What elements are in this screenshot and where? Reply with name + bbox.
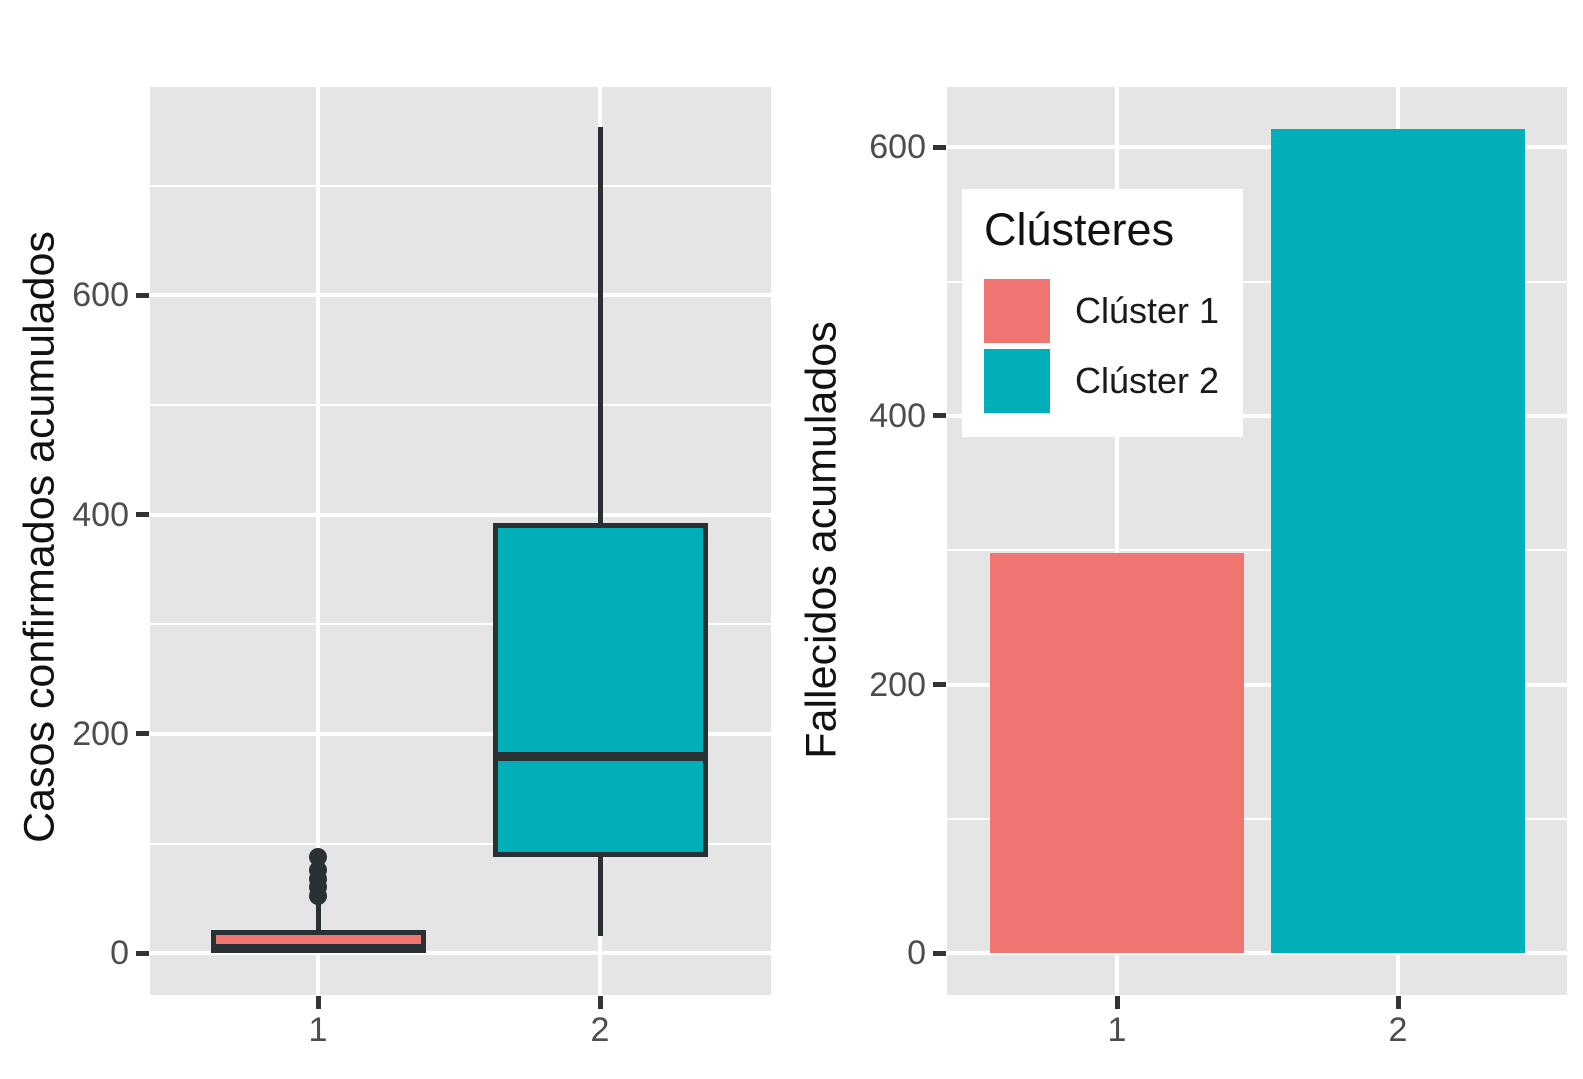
right-plot-panel [947, 87, 1567, 995]
gridline-minor [150, 403, 771, 406]
gridline-vertical [1115, 87, 1119, 995]
y-axis-tick-label: 600 [869, 128, 926, 167]
gridline-minor [947, 549, 1567, 552]
y-axis-tick-label: 400 [72, 495, 129, 534]
y-axis-tick-label: 600 [72, 276, 129, 315]
y-axis-tick-mark [933, 144, 946, 150]
x-axis-tick-mark [315, 996, 321, 1009]
gridline-minor [947, 280, 1567, 283]
boxplot-box-cluster-2 [492, 523, 708, 857]
left-plot-panel [150, 87, 771, 995]
legend: Clústeres Clúster 1 Clúster 2 [962, 189, 1243, 437]
x-axis-tick-mark [1114, 996, 1120, 1009]
gridline-major [150, 512, 771, 517]
boxplot-median-line [492, 752, 708, 762]
gridline-major [150, 293, 771, 298]
gridline-major [150, 951, 771, 956]
x-axis-tick-label: 2 [1388, 1011, 1408, 1049]
gridline-minor [150, 842, 771, 845]
y-axis-tick-label: 200 [72, 714, 129, 753]
y-axis-tick-label: 400 [869, 396, 926, 435]
gridline-minor [150, 184, 771, 187]
boxplot-median-line [210, 944, 426, 954]
gridline-major [150, 731, 771, 736]
legend-item-cluster-2: Clúster 2 [984, 349, 1243, 413]
y-axis-tick-mark [933, 950, 946, 956]
outlier-dot [309, 847, 327, 866]
legend-swatch-cluster-1 [984, 279, 1050, 343]
gridline-major [947, 951, 1567, 956]
y-axis-tick-mark [136, 731, 149, 737]
legend-label-cluster-2: Clúster 2 [1075, 360, 1220, 401]
gridline-vertical [316, 87, 320, 995]
gridline-minor [150, 623, 771, 626]
outlier-dot [309, 860, 327, 879]
gridline-major [947, 682, 1567, 687]
gridline-minor [947, 817, 1567, 820]
legend-swatch-cluster-2 [984, 349, 1050, 413]
y-axis-tick-label: 0 [907, 934, 926, 973]
bar-cluster-2 [1271, 128, 1525, 954]
x-axis-tick-label: 1 [1107, 1011, 1127, 1049]
boxplot-whisker-lower [597, 856, 603, 936]
legend-title: Clústeres [984, 204, 1175, 255]
legend-item-cluster-1: Clúster 1 [984, 279, 1243, 343]
boxplot-whisker-upper [315, 902, 321, 931]
gridline-major [947, 413, 1567, 418]
x-axis-tick-label: 1 [308, 1011, 328, 1049]
x-axis-tick-mark [1395, 996, 1401, 1009]
boxplot-whisker-upper [597, 127, 603, 524]
y-axis-tick-mark [933, 413, 946, 419]
bar-cluster-1 [990, 552, 1244, 954]
x-axis-tick-label: 2 [590, 1011, 610, 1049]
x-axis-tick-mark [597, 996, 603, 1009]
y-axis-tick-mark [136, 950, 149, 956]
y-axis-tick-label: 0 [110, 934, 129, 973]
gridline-major [947, 145, 1567, 150]
legend-label-cluster-1: Clúster 1 [1075, 290, 1220, 331]
y-axis-tick-mark [933, 682, 946, 688]
y-axis-tick-mark [136, 512, 149, 518]
y-axis-tick-mark [136, 292, 149, 298]
y-axis-tick-label: 200 [869, 665, 926, 704]
